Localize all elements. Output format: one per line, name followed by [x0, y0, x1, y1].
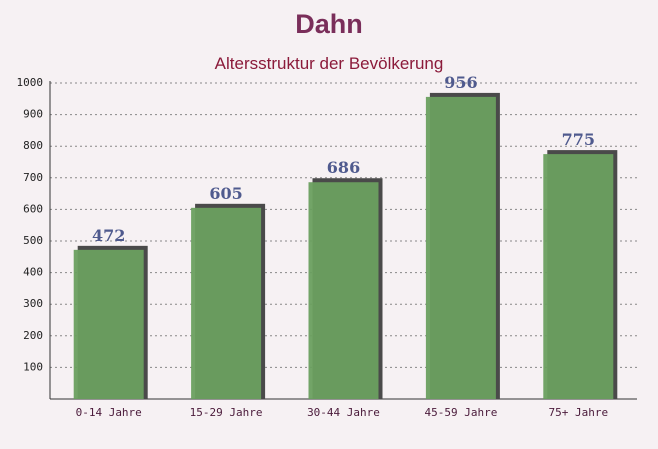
x-tick-label: 75+ Jahre [548, 406, 608, 419]
y-tick-label: 400 [23, 266, 43, 279]
value-label: 605 [209, 184, 242, 203]
x-tick-label: 0-14 Jahre [76, 406, 142, 419]
value-label: 775 [562, 130, 595, 149]
y-tick-label: 800 [23, 139, 43, 152]
bar [543, 154, 614, 399]
x-tick-label: 45-59 Jahre [424, 406, 497, 419]
y-tick-label: 500 [23, 234, 43, 247]
value-label: 956 [444, 73, 477, 92]
y-tick-label: 300 [23, 297, 43, 310]
y-tick-label: 200 [23, 329, 43, 342]
value-label: 472 [92, 226, 125, 245]
y-tick-label: 1000 [17, 76, 44, 89]
chart-subtitle: Altersstruktur der Bevölkerung [215, 54, 444, 73]
bar [425, 96, 496, 400]
y-tick-label: 100 [23, 360, 43, 373]
bar [308, 182, 379, 399]
bar [191, 207, 262, 399]
bar [73, 249, 144, 399]
value-label: 686 [327, 158, 360, 177]
y-tick-label: 600 [23, 202, 43, 215]
y-tick-label: 900 [23, 108, 43, 121]
y-tick-label: 700 [23, 171, 43, 184]
x-tick-label: 15-29 Jahre [190, 406, 263, 419]
x-tick-label: 30-44 Jahre [307, 406, 380, 419]
chart-title: Dahn [295, 9, 363, 39]
